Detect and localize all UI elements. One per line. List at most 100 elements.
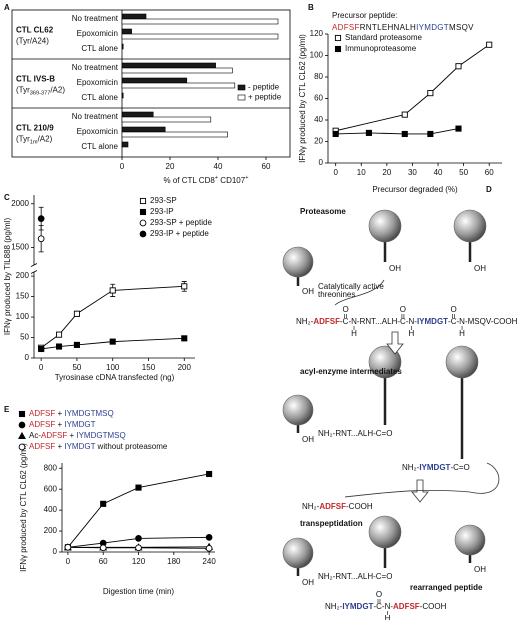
bar [121, 28, 132, 35]
bar [121, 18, 279, 25]
x-tick-label: 20 [166, 162, 175, 171]
text-part: -COOH [420, 602, 447, 611]
x-tick-label: 60 [99, 557, 108, 566]
text-part: (Tyr [16, 135, 30, 144]
category-label: No treatment [72, 14, 119, 23]
x-tick-label: 60 [485, 168, 494, 177]
category-label: CTL alone [81, 142, 118, 151]
double-bond [344, 314, 347, 318]
legend-label: Immunoproteasome [345, 44, 417, 53]
bar [121, 33, 279, 40]
y-tick-label: 20 [314, 137, 323, 146]
y-tick-label: 0 [25, 353, 30, 362]
category-label: CTL alone [81, 44, 118, 53]
peptide-chain: NH₂-IYMDGT-C-N-ADFSF-COOH [325, 602, 447, 611]
text-part: - [406, 317, 409, 326]
legend-marker [334, 34, 342, 42]
text-part: -C=O [450, 463, 469, 472]
marker [401, 130, 408, 138]
text-part: IYMDGTMSQ [76, 431, 125, 440]
y-tick-label: 60 [314, 94, 323, 103]
legend-label: Standard proteasome [345, 33, 422, 42]
marker [99, 544, 107, 552]
text-part: C [343, 317, 349, 326]
text-part: + [55, 442, 64, 451]
text-part: + [67, 431, 76, 440]
legend-marker [334, 45, 342, 53]
legend-marker [139, 208, 147, 216]
x-tick-label: 240 [202, 557, 216, 566]
text-part: NH₂- [296, 317, 314, 326]
legend-label: ADFSF + IYMDGT without proteasome [29, 442, 168, 451]
text-part: IYMDGT [64, 420, 95, 429]
legend-label: ADFSF + IYMDGTMSQ [29, 409, 114, 418]
panel-label: E [4, 405, 10, 414]
text-part: NH₂-RNT...ALH-C=O [318, 429, 392, 438]
text-part: + [55, 409, 64, 418]
marker [37, 235, 45, 243]
text-part: - [348, 317, 351, 326]
marker [135, 484, 142, 491]
bar [121, 43, 124, 50]
atom-label: H [385, 614, 391, 620]
hydroxyl: OH [474, 264, 486, 273]
text-part: -MSQV-COOH [465, 317, 518, 326]
hydroxyl: OH [389, 264, 401, 273]
legend-label: Ac-ADFSF + IYMDGTMSQ [29, 431, 126, 440]
proteasome-subunits [282, 209, 487, 569]
subunit [368, 515, 402, 549]
marker [455, 63, 462, 70]
category-label: No treatment [72, 112, 119, 121]
marker [181, 283, 188, 290]
text-part: ADFSF [332, 23, 360, 32]
series-line [67, 473, 210, 548]
atom-label: H [459, 329, 465, 338]
bar [121, 13, 147, 20]
text-part: IYMDGTMSQ [64, 409, 113, 418]
subunit [368, 209, 402, 243]
legend-swatch [237, 94, 246, 101]
category-label: Epoxomicin [77, 78, 118, 87]
y-tick-label: 150 [16, 292, 30, 301]
peptide-chain: NH₂-RNT...ALH-C=O [318, 572, 392, 581]
category-label: CTL alone [81, 93, 118, 102]
series-line [67, 546, 210, 549]
hydroxyl: OH [302, 287, 314, 296]
panel-label: A [4, 3, 10, 12]
panel-label: B [308, 3, 314, 12]
legend-marker [139, 219, 147, 227]
marker [37, 215, 45, 222]
y-axis-label: IFNγ produced by CTL CL62 (pg/ml) [298, 34, 307, 163]
marker [401, 111, 408, 118]
x-axis-label: Tyrosinase cDNA transfected (ng) [55, 373, 175, 382]
x-tick-label: 60 [262, 162, 271, 171]
x-axis-label: Digestion time (min) [103, 587, 174, 596]
text-part: ADFSF [29, 420, 55, 429]
text-part: NH₂-RNT...ALH-C=O [318, 572, 392, 581]
bar [121, 111, 154, 118]
peptide-chain: NH₂-ADFSF-COOH [302, 502, 373, 511]
text-part: IYMDGT [416, 23, 449, 32]
y-tick-label: 2000 [11, 199, 29, 208]
marker [38, 345, 45, 353]
marker [486, 41, 493, 48]
text-part: - [382, 602, 385, 611]
x-axis-label: Precursor degraded (%) [372, 185, 458, 194]
text-part: MSQV [449, 23, 474, 32]
x-tick-label: 120 [132, 557, 146, 566]
y-tick-label: 120 [310, 29, 324, 38]
legend-label: 293-IP [150, 207, 174, 216]
double-bond [377, 599, 381, 603]
text-part: N [351, 317, 357, 326]
y-axis-label: IFNγ produced by CTL CL62 (pg/ml) [19, 443, 28, 572]
category-label: No treatment [72, 63, 119, 72]
x-tick-label: 50 [459, 168, 468, 177]
y-tick-label: 0 [319, 158, 324, 167]
text-part: -COOH [346, 502, 373, 511]
group-label: CTL CL62 [16, 26, 54, 35]
step-label: Proteasome [300, 207, 346, 216]
legend-marker [139, 230, 147, 238]
x-tick-label: 200 [178, 363, 192, 372]
x-tick-label: 0 [120, 162, 125, 171]
